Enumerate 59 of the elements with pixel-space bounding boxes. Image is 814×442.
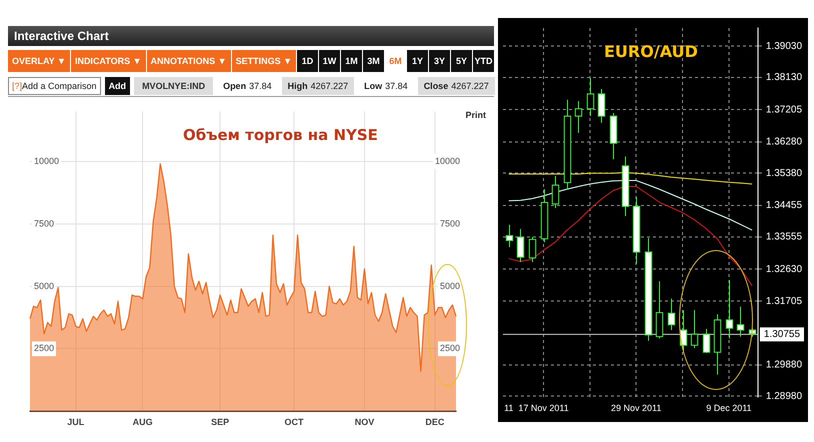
y2-tick-label: 2500 — [440, 343, 460, 354]
text: ANNOTATIONS ▼ — [146, 50, 231, 72]
y-tick-label: 2500 — [34, 343, 54, 354]
y-tick-label: 1.34455 — [766, 200, 802, 212]
x-tick-label: NOV — [354, 417, 374, 428]
y-tick-label: 1.31705 — [766, 296, 802, 307]
y-tick-label: 1.38130 — [766, 72, 802, 84]
text: 3M — [363, 50, 384, 72]
x-tick-label: 9 Dec 2011 — [706, 403, 752, 414]
x-tick-label: 11 — [504, 403, 514, 414]
text: Print — [465, 110, 486, 120]
x-tick-label: JUL — [67, 417, 85, 428]
x-tick-label: 29 Nov 2011 — [611, 403, 662, 414]
y2-tick-label: 10000 — [434, 156, 460, 166]
text: 4267.227 — [310, 81, 348, 91]
text: 1M — [341, 50, 362, 72]
y-tick-label: 5000 — [34, 280, 54, 291]
text: 4267.227 — [451, 81, 489, 91]
text: [?] — [12, 81, 22, 91]
y-tick-label: 7500 — [34, 218, 54, 228]
text: Interactive Chart — [8, 26, 494, 46]
x-tick-label: DEC — [425, 417, 445, 428]
x-tick-label: SEP — [211, 417, 230, 428]
text: Add — [104, 77, 130, 95]
text: 5Y — [451, 50, 472, 72]
text: Close — [424, 81, 448, 91]
y-tick-label: 1.32630 — [766, 264, 802, 275]
y-tick-label: 1.28980 — [766, 390, 802, 402]
text: 3Y — [429, 50, 450, 72]
y-tick-label: 1.39030 — [766, 40, 802, 52]
text: INDICATORS ▼ — [70, 50, 146, 72]
y2-tick-label: 5000 — [440, 280, 460, 291]
text: Объем торгов на NYSE — [183, 126, 378, 144]
text: SETTINGS ▼ — [232, 50, 296, 72]
text: OVERLAY ▼ — [8, 50, 70, 72]
text: 1D — [297, 50, 318, 72]
text: 1W — [319, 50, 340, 72]
text: High — [288, 81, 308, 91]
text: Low — [364, 81, 382, 91]
ref-line-label: 1.30755 — [764, 329, 800, 340]
text: 37.84 — [385, 81, 408, 91]
text: 37.84 — [249, 81, 272, 91]
y-tick-label: 1.29880 — [766, 360, 802, 371]
text: EURO/AUD — [604, 42, 698, 61]
y2-tick-label: 7500 — [440, 218, 460, 228]
y-tick-label: 1.37205 — [766, 104, 802, 116]
text: 6M — [385, 50, 406, 72]
x-tick-label: 17 Nov 2011 — [518, 403, 569, 414]
y-tick-label: 10000 — [34, 156, 60, 166]
text: YTD — [473, 50, 494, 72]
text: MVOLNYE:IND — [134, 77, 214, 95]
x-tick-label: OCT — [284, 417, 304, 428]
y-tick-label: 1.35380 — [766, 168, 802, 179]
y-tick-label: 1.33555 — [766, 232, 802, 243]
text: Add a Comparison — [22, 81, 97, 91]
text: 1Y — [407, 50, 428, 72]
x-tick-label: AUG — [132, 417, 153, 428]
text: Open — [223, 81, 246, 91]
y-tick-label: 1.36280 — [766, 136, 802, 148]
